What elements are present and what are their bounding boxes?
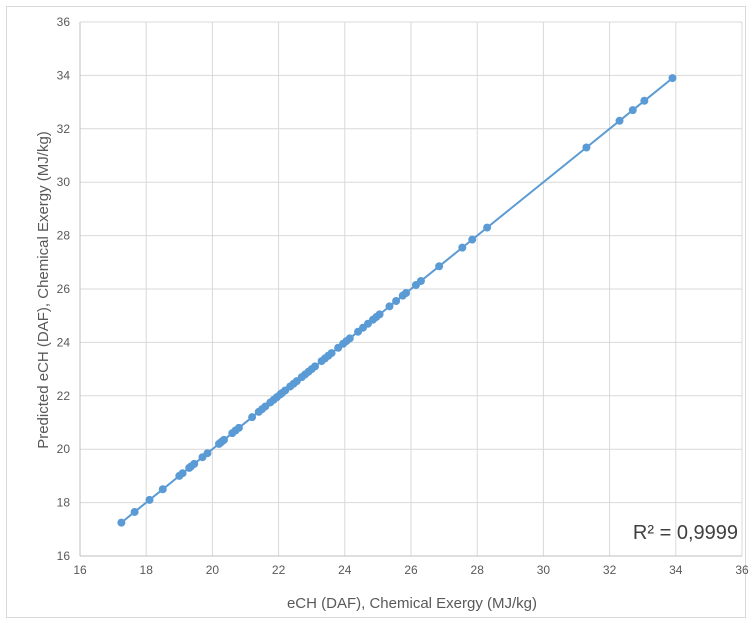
x-tick-label: 24 [338,563,352,577]
data-point [248,413,257,422]
data-point [468,235,477,244]
data-point [385,302,394,311]
axes [79,22,742,557]
x-tick-label: 16 [73,563,87,577]
data-points [117,74,677,527]
data-point [402,289,411,298]
y-tick-label: 18 [57,496,71,510]
y-tick-label: 34 [57,68,71,82]
y-tick-label: 22 [57,389,71,403]
y-tick-label: 20 [57,442,71,456]
x-tick-label: 28 [471,563,485,577]
y-tick-label: 32 [57,122,71,136]
x-axis-title: eCH (DAF), Chemical Exergy (MJ/kg) [287,595,537,612]
r-squared-annotation: R² = 0,9999 [633,522,738,544]
data-point [392,297,401,306]
data-point [435,262,444,271]
data-point [158,485,167,494]
y-tick-label: 36 [57,15,71,29]
data-point [145,495,154,504]
data-point [628,106,637,115]
y-tick-label: 16 [57,549,71,563]
y-tick-label: 30 [57,175,71,189]
data-point [416,276,425,285]
data-point [190,459,199,468]
data-point [615,116,624,125]
x-tick-labels: 16 18 20 22 24 26 28 30 32 34 36 [73,563,749,577]
x-tick-label: 18 [140,563,154,577]
data-point [375,310,384,319]
data-point [219,435,228,444]
x-tick-label: 20 [206,563,220,577]
data-point [345,334,354,343]
data-point [327,349,336,358]
data-point [483,223,492,232]
y-tick-label: 26 [57,282,71,296]
x-tick-label: 36 [735,563,749,577]
x-tick-label: 22 [272,563,286,577]
data-point [311,362,320,371]
data-point [640,96,649,105]
y-axis-title: Predicted eCH (DAF), Chemical Exergy (MJ… [35,131,52,449]
data-point [130,507,139,516]
data-point [117,518,126,527]
data-point [582,143,591,152]
x-tick-label: 30 [537,563,551,577]
grid-lines [80,21,743,556]
data-point [234,423,243,432]
y-tick-labels: 16 18 20 22 24 26 28 30 32 34 36 [57,15,71,563]
data-point [458,243,467,252]
data-point [178,469,187,478]
x-tick-label: 32 [603,563,617,577]
data-point [203,449,212,458]
data-point [668,74,677,83]
x-tick-label: 26 [404,563,418,577]
y-tick-label: 24 [57,335,71,349]
y-tick-label: 28 [57,229,71,243]
x-tick-label: 34 [669,563,683,577]
